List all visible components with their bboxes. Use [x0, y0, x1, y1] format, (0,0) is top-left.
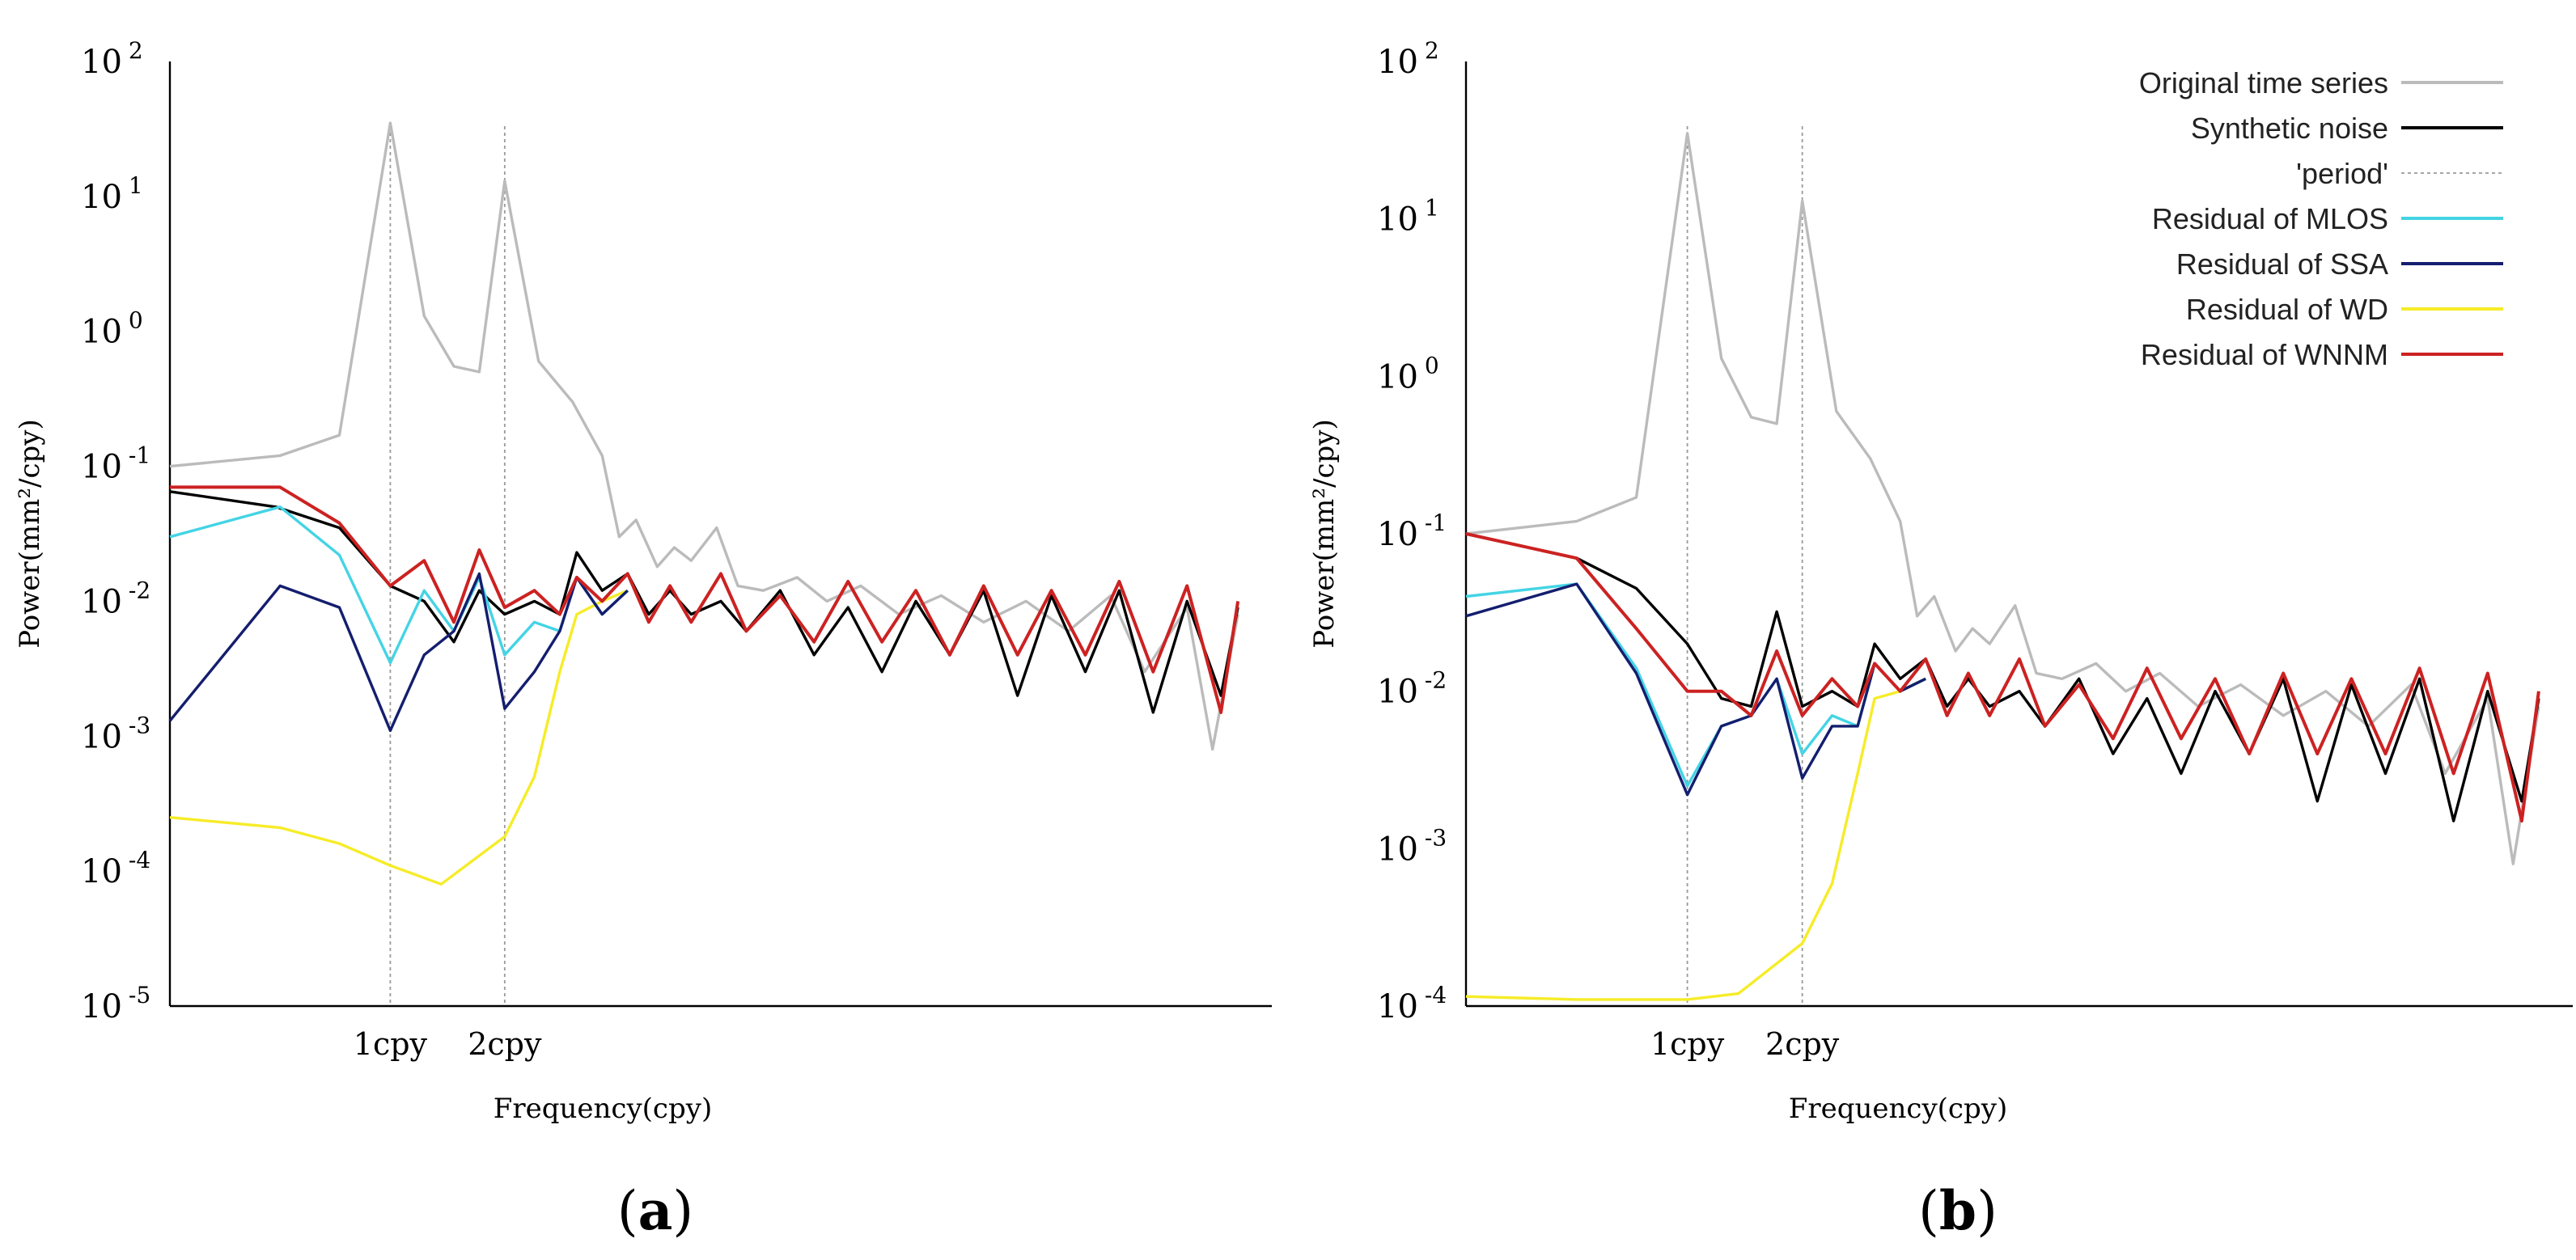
series-original-time-series — [1465, 132, 2540, 865]
legend-label: Residual of WNNM — [2141, 338, 2388, 371]
y-tick-label: 10 1 — [81, 172, 143, 216]
x-tick-label: 1cpy — [354, 1026, 428, 1062]
series-group — [1465, 132, 2540, 1001]
legend: Original time series Synthetic noise 'peri… — [2139, 66, 2503, 371]
series-residual-of-wd — [1465, 677, 1926, 1001]
series-residual-of-wnnm — [1465, 532, 2540, 823]
period-lines — [389, 126, 506, 1006]
legend-item: Residual of SSA — [2176, 247, 2503, 281]
y-tick-label: 10 2 — [1377, 37, 1439, 81]
y-axis-label: Power(mm²/cpy) — [1308, 419, 1341, 649]
y-tick-label: 10 -4 — [1377, 982, 1447, 1025]
x-tick-label: 2cpy — [1765, 1026, 1840, 1062]
y-tick-label: 10 -1 — [81, 442, 150, 486]
series-synthetic-noise — [169, 490, 1239, 714]
y-tick-label: 10 -4 — [81, 847, 150, 890]
legend-item: Residual of WD — [2186, 293, 2503, 326]
legend-label: 'period' — [2296, 157, 2388, 190]
period-lines — [1686, 126, 1803, 1006]
legend-item: Residual of MLOS — [2152, 202, 2503, 235]
legend-item: Residual of WNNM — [2141, 338, 2503, 371]
y-tick-label: 10 -2 — [1377, 667, 1447, 711]
series-original-time-series — [169, 121, 1239, 751]
y-tick-label: 10 -3 — [81, 712, 150, 755]
legend-label: Residual of WD — [2186, 293, 2388, 326]
y-tick-label: 10 0 — [1377, 352, 1439, 395]
x-axis-label: Frequency(cpy) — [494, 1093, 712, 1125]
x-tick-label: 2cpy — [468, 1026, 542, 1062]
y-tick-label: 10 -5 — [81, 982, 150, 1025]
x-tick-labels: 1cpy 2cpy — [1650, 1026, 1840, 1062]
series-group — [168, 121, 1240, 886]
y-tick-label: 10 2 — [81, 37, 143, 81]
y-tick-label: 10 -2 — [81, 577, 150, 620]
legend-label: Residual of MLOS — [2152, 202, 2388, 235]
y-tick-label: 10 -1 — [1377, 509, 1447, 553]
y-axis-label: Power(mm²/cpy) — [14, 419, 46, 649]
y-tick-label: 10 1 — [1377, 195, 1439, 239]
series-residual-of-wnnm — [170, 485, 1240, 714]
legend-label: Synthetic noise — [2191, 112, 2388, 145]
panel-letter: a — [638, 1179, 673, 1242]
legend-item: 'period' — [2296, 157, 2503, 190]
legend-item: Synthetic noise — [2191, 112, 2503, 145]
legend-label: Original time series — [2139, 66, 2388, 99]
panel-letter: b — [1939, 1179, 1976, 1242]
series-synthetic-noise — [1465, 532, 2540, 822]
legend-item: Original time series — [2139, 66, 2503, 99]
x-axis-label: Frequency(cpy) — [1789, 1093, 2007, 1125]
y-tick-label: 10 -3 — [1377, 824, 1447, 868]
panel-label-b: (b) — [1918, 1179, 1998, 1242]
y-tick-label: 10 0 — [81, 307, 143, 351]
legend-label: Residual of SSA — [2176, 247, 2388, 281]
x-tick-label: 1cpy — [1650, 1026, 1725, 1062]
series-residual-of-wd — [169, 589, 629, 886]
x-tick-labels: 1cpy 2cpy — [354, 1026, 542, 1062]
panel-label-a: (a) — [617, 1179, 693, 1242]
